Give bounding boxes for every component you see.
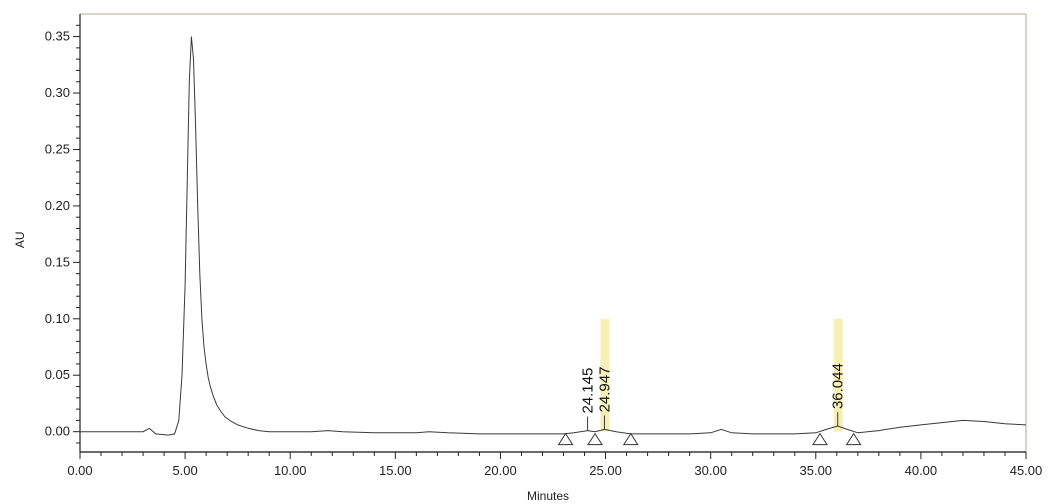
x-tick-label: 30.00 bbox=[694, 463, 727, 478]
chromatogram-trace bbox=[80, 36, 1027, 436]
y-tick-label: 0.20 bbox=[45, 198, 70, 213]
x-tick-label: 20.00 bbox=[484, 463, 517, 478]
y-tick-label: 0.25 bbox=[45, 141, 70, 156]
peak-label: 36.044 bbox=[830, 363, 847, 409]
x-tick-label: 40.00 bbox=[905, 463, 938, 478]
x-tick-label: 25.00 bbox=[589, 463, 622, 478]
x-axis-ticks: 0.00 5.00 10.00 15.00 20.00 25.00 30.00 35.00 40… bbox=[67, 452, 1042, 478]
y-axis-ticks: 0.00 0.05 0.10 0.15 0.20 0.25 0.30 0.35 bbox=[45, 24, 80, 444]
y-tick-label: 0.00 bbox=[45, 424, 70, 439]
peak-labels: 24.145 24.947 36.044 bbox=[580, 363, 847, 413]
x-tick-label: 10.00 bbox=[274, 463, 307, 478]
peak-highlight-band bbox=[600, 318, 610, 432]
y-axis-title: AU bbox=[13, 231, 27, 248]
peak-highlights bbox=[600, 318, 843, 432]
y-tick-label: 0.05 bbox=[45, 367, 70, 382]
peak-highlight-band bbox=[833, 318, 843, 432]
integration-marker bbox=[845, 432, 862, 446]
peak-markers bbox=[587, 412, 839, 431]
y-tick-label: 0.30 bbox=[45, 85, 70, 100]
peak-label: 24.947 bbox=[596, 367, 613, 413]
x-tick-label: 45.00 bbox=[1010, 463, 1043, 478]
integration-marker bbox=[587, 432, 603, 446]
peak-label: 24.145 bbox=[580, 368, 597, 414]
integration-markers bbox=[557, 432, 862, 446]
x-tick-label: 35.00 bbox=[800, 463, 833, 478]
y-tick-label: 0.15 bbox=[45, 254, 70, 269]
integration-marker bbox=[557, 432, 574, 446]
integration-marker bbox=[622, 432, 639, 446]
x-tick-label: 5.00 bbox=[172, 463, 197, 478]
y-tick-label: 0.35 bbox=[45, 29, 70, 44]
x-tick-label: 0.00 bbox=[67, 463, 92, 478]
y-tick-label: 0.10 bbox=[45, 311, 70, 326]
integration-marker bbox=[812, 432, 828, 446]
x-axis-title: Minutes bbox=[527, 489, 569, 503]
x-tick-label: 15.00 bbox=[379, 463, 412, 478]
